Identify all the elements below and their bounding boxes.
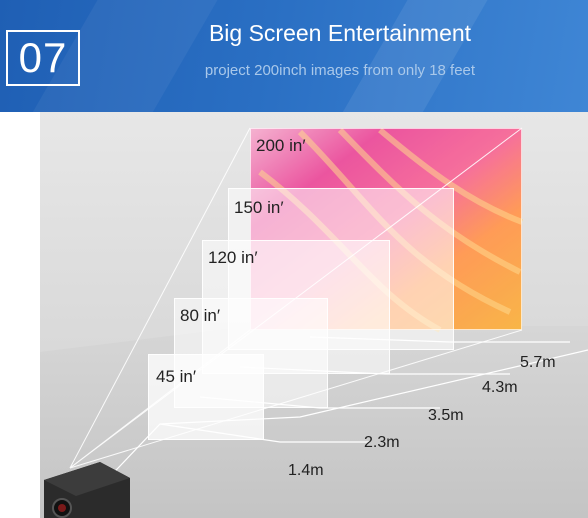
banner-decoration xyxy=(320,0,500,112)
screen-size-label: 45 in′ xyxy=(156,367,197,386)
projection-scene: 200 in′ 150 in′ 120 in′ 80 in′ 45 in′ 5.… xyxy=(40,112,588,518)
screen-size-label: 80 in′ xyxy=(180,306,221,325)
distance-label: 2.3m xyxy=(364,434,400,451)
distance-label: 5.7m xyxy=(520,354,556,371)
screen-size-label: 120 in′ xyxy=(208,248,258,267)
banner-subtitle: project 200inch images from only 18 feet xyxy=(204,62,476,79)
projector-icon xyxy=(44,462,130,518)
banner-title: Big Screen Entertainment xyxy=(208,20,472,46)
distance-label: 4.3m xyxy=(482,379,518,396)
distance-label: 1.4m xyxy=(288,462,324,479)
distance-label: 3.5m xyxy=(428,407,464,424)
screen-size-label: 200 in′ xyxy=(256,136,306,155)
screen-size-label: 150 in′ xyxy=(234,198,284,217)
screen-45in xyxy=(148,354,264,440)
section-number-badge: 07 xyxy=(6,30,80,86)
header-banner: 07 Big Screen Entertainment project 200i… xyxy=(0,0,588,112)
